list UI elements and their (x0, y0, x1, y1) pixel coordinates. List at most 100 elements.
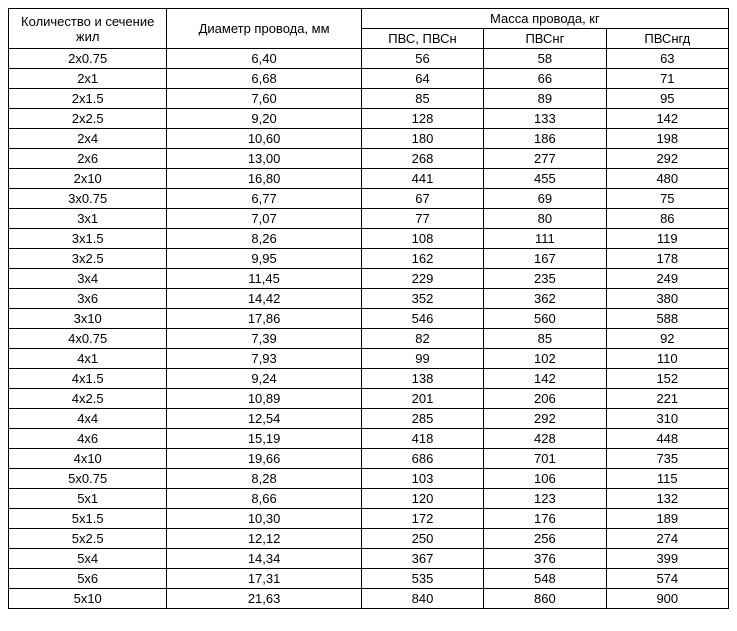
table-row: 5x1.510,30172176189 (9, 509, 729, 529)
cell-diameter: 6,40 (167, 49, 361, 69)
cell-mass-2: 186 (484, 129, 606, 149)
cell-mass-3: 71 (606, 69, 728, 89)
cell-mass-1: 268 (361, 149, 483, 169)
cell-mass-3: 900 (606, 589, 728, 609)
cell-diameter: 14,42 (167, 289, 361, 309)
cell-diameter: 7,93 (167, 349, 361, 369)
cell-mass-2: 142 (484, 369, 606, 389)
cell-diameter: 13,00 (167, 149, 361, 169)
cell-mass-2: 123 (484, 489, 606, 509)
table-row: 2x613,00268277292 (9, 149, 729, 169)
table-row: 2x16,68646671 (9, 69, 729, 89)
cell-mass-1: 108 (361, 229, 483, 249)
cell-mass-1: 56 (361, 49, 483, 69)
cell-mass-1: 99 (361, 349, 483, 369)
cell-diameter: 8,66 (167, 489, 361, 509)
cell-mass-3: 399 (606, 549, 728, 569)
cell-diameter: 19,66 (167, 449, 361, 469)
cell-mass-3: 448 (606, 429, 728, 449)
cell-mass-3: 132 (606, 489, 728, 509)
table-row: 2x0.756,40565863 (9, 49, 729, 69)
cell-section: 3x1 (9, 209, 167, 229)
cell-mass-1: 367 (361, 549, 483, 569)
cell-section: 2x10 (9, 169, 167, 189)
cell-mass-1: 546 (361, 309, 483, 329)
table-row: 3x614,42352362380 (9, 289, 729, 309)
header-mass-2: ПВСнг (484, 29, 606, 49)
cell-mass-3: 198 (606, 129, 728, 149)
table-row: 3x1017,86546560588 (9, 309, 729, 329)
cell-mass-3: 221 (606, 389, 728, 409)
cell-section: 2x2.5 (9, 109, 167, 129)
cell-mass-2: 69 (484, 189, 606, 209)
cell-diameter: 6,68 (167, 69, 361, 89)
cell-section: 2x0.75 (9, 49, 167, 69)
cell-section: 2x1.5 (9, 89, 167, 109)
cell-mass-2: 58 (484, 49, 606, 69)
cell-mass-3: 588 (606, 309, 728, 329)
cell-mass-1: 441 (361, 169, 483, 189)
cell-mass-3: 574 (606, 569, 728, 589)
cell-section: 4x4 (9, 409, 167, 429)
cell-mass-2: 860 (484, 589, 606, 609)
table-row: 3x0.756,77676975 (9, 189, 729, 209)
cell-mass-2: 89 (484, 89, 606, 109)
table-row: 4x17,9399102110 (9, 349, 729, 369)
cell-mass-2: 85 (484, 329, 606, 349)
cell-mass-3: 63 (606, 49, 728, 69)
cell-mass-1: 686 (361, 449, 483, 469)
cell-diameter: 12,12 (167, 529, 361, 549)
cell-mass-2: 111 (484, 229, 606, 249)
cell-mass-2: 548 (484, 569, 606, 589)
table-row: 2x2.59,20128133142 (9, 109, 729, 129)
cell-mass-3: 86 (606, 209, 728, 229)
cell-mass-1: 138 (361, 369, 483, 389)
cell-mass-3: 292 (606, 149, 728, 169)
header-mass-1: ПВС, ПВСн (361, 29, 483, 49)
cell-mass-1: 418 (361, 429, 483, 449)
cell-mass-2: 701 (484, 449, 606, 469)
cell-mass-3: 75 (606, 189, 728, 209)
cell-mass-2: 66 (484, 69, 606, 89)
header-mass-group: Масса провода, кг (361, 9, 728, 29)
cell-section: 4x10 (9, 449, 167, 469)
cell-section: 3x6 (9, 289, 167, 309)
cell-section: 2x6 (9, 149, 167, 169)
cell-diameter: 11,45 (167, 269, 361, 289)
cell-section: 3x1.5 (9, 229, 167, 249)
cell-mass-3: 142 (606, 109, 728, 129)
table-row: 3x1.58,26108111119 (9, 229, 729, 249)
cell-mass-1: 229 (361, 269, 483, 289)
cell-diameter: 16,80 (167, 169, 361, 189)
cell-mass-2: 80 (484, 209, 606, 229)
cell-diameter: 15,19 (167, 429, 361, 449)
cell-diameter: 8,26 (167, 229, 361, 249)
cell-mass-1: 64 (361, 69, 483, 89)
cell-section: 5x10 (9, 589, 167, 609)
cell-section: 3x10 (9, 309, 167, 329)
table-row: 4x0.757,39828592 (9, 329, 729, 349)
cell-mass-3: 480 (606, 169, 728, 189)
cell-mass-2: 428 (484, 429, 606, 449)
cell-mass-1: 120 (361, 489, 483, 509)
cell-mass-2: 133 (484, 109, 606, 129)
cell-mass-2: 560 (484, 309, 606, 329)
table-row: 5x414,34367376399 (9, 549, 729, 569)
cell-mass-1: 103 (361, 469, 483, 489)
cell-mass-2: 176 (484, 509, 606, 529)
cell-diameter: 14,34 (167, 549, 361, 569)
cell-mass-1: 85 (361, 89, 483, 109)
cell-diameter: 17,86 (167, 309, 361, 329)
cell-diameter: 21,63 (167, 589, 361, 609)
cell-diameter: 8,28 (167, 469, 361, 489)
cell-diameter: 10,30 (167, 509, 361, 529)
table-row: 3x17,07778086 (9, 209, 729, 229)
cell-diameter: 9,24 (167, 369, 361, 389)
table-row: 5x1021,63840860900 (9, 589, 729, 609)
header-diameter: Диаметр провода, мм (167, 9, 361, 49)
table-row: 2x1.57,60858995 (9, 89, 729, 109)
cell-mass-2: 292 (484, 409, 606, 429)
header-row-1: Количество и сечение жил Диаметр провода… (9, 9, 729, 29)
header-mass-3: ПВСнгд (606, 29, 728, 49)
cell-diameter: 7,60 (167, 89, 361, 109)
